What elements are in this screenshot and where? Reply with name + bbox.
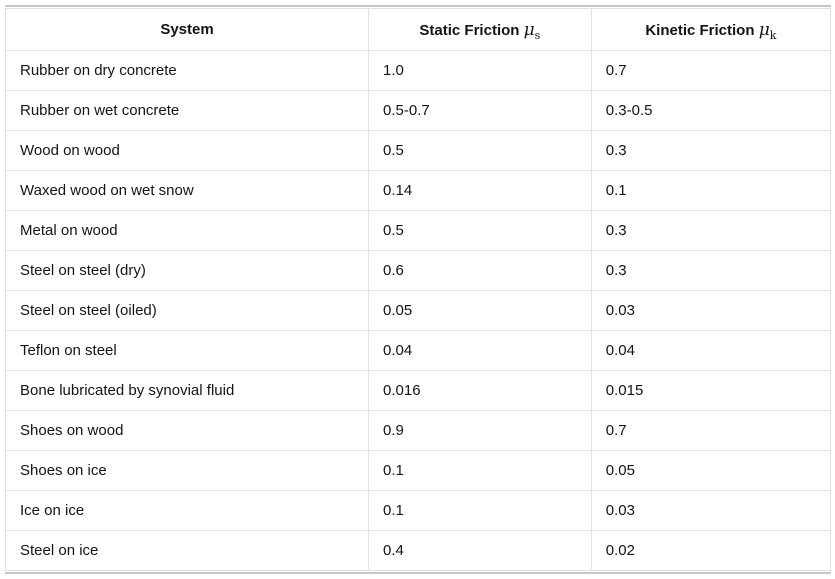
table-row: Waxed wood on wet snow 0.14 0.1: [5, 170, 832, 211]
column-header-system: System: [5, 8, 369, 51]
system-cell: Waxed wood on wet snow: [5, 170, 369, 211]
static-friction-cell: 0.5: [368, 130, 592, 171]
system-cell: Metal on wood: [5, 210, 369, 251]
static-friction-cell: 0.016: [368, 370, 592, 411]
static-friction-cell: 0.14: [368, 170, 592, 211]
kinetic-friction-cell: 0.3-0.5: [590, 90, 832, 131]
static-friction-cell: 0.9: [368, 410, 592, 451]
kinetic-friction-cell: 0.04: [590, 330, 832, 371]
friction-table-container: System Static Friction μs Kinetic Fricti…: [5, 5, 832, 574]
column-header-kinetic-label: Kinetic Friction: [645, 21, 755, 39]
static-friction-cell: 0.1: [368, 490, 592, 531]
mu-symbol: μ: [758, 19, 770, 40]
static-friction-cell: 0.05: [368, 290, 592, 331]
kinetic-friction-cell: 0.1: [590, 170, 832, 211]
system-cell: Shoes on wood: [5, 410, 369, 451]
kinetic-friction-cell: 0.015: [590, 370, 832, 411]
table-row: Rubber on wet concrete 0.5-0.7 0.3-0.5: [5, 90, 832, 131]
system-cell: Rubber on wet concrete: [5, 90, 369, 131]
table-row: Shoes on ice 0.1 0.05: [5, 450, 832, 491]
system-cell: Steel on steel (dry): [5, 250, 369, 291]
table-row: Ice on ice 0.1 0.03: [5, 490, 832, 531]
kinetic-friction-cell: 0.05: [590, 450, 832, 491]
table-row: Steel on steel (oiled) 0.05 0.03: [5, 290, 832, 331]
column-header-system-label: System: [160, 21, 214, 38]
header-row: System Static Friction μs Kinetic Fricti…: [5, 8, 832, 51]
column-header-kinetic-friction: Kinetic Friction μk: [590, 8, 832, 51]
static-friction-cell: 0.4: [368, 530, 592, 571]
mu-symbol: μ: [523, 19, 535, 40]
static-friction-cell: 0.6: [368, 250, 592, 291]
mu-subscript-k: k: [769, 28, 777, 42]
table-row: Rubber on dry concrete 1.0 0.7: [5, 50, 832, 91]
static-friction-cell: 1.0: [368, 50, 592, 91]
table-row: Shoes on wood 0.9 0.7: [5, 410, 832, 451]
system-cell: Teflon on steel: [5, 330, 369, 371]
system-cell: Bone lubricated by synovial fluid: [5, 370, 369, 411]
column-header-static-friction: Static Friction μs: [368, 8, 592, 51]
mu-subscript-s: s: [534, 28, 541, 42]
system-cell: Shoes on ice: [5, 450, 369, 491]
table-row: Metal on wood 0.5 0.3: [5, 210, 832, 251]
static-friction-cell: 0.1: [368, 450, 592, 491]
system-cell: Steel on steel (oiled): [5, 290, 369, 331]
kinetic-friction-cell: 0.7: [590, 50, 832, 91]
system-cell: Ice on ice: [5, 490, 369, 531]
static-friction-cell: 0.04: [368, 330, 592, 371]
static-friction-cell: 0.5-0.7: [368, 90, 592, 131]
kinetic-friction-cell: 0.03: [590, 490, 832, 531]
friction-coefficients-table: System Static Friction μs Kinetic Fricti…: [5, 8, 832, 571]
system-cell: Wood on wood: [5, 130, 369, 171]
kinetic-friction-cell: 0.7: [590, 410, 832, 451]
table-row: Bone lubricated by synovial fluid 0.016 …: [5, 370, 832, 411]
column-header-static-label: Static Friction: [419, 21, 520, 39]
kinetic-friction-cell: 0.03: [590, 290, 832, 331]
system-cell: Steel on ice: [5, 530, 369, 571]
kinetic-friction-cell: 0.3: [590, 130, 832, 171]
table-row: Steel on ice 0.4 0.02: [5, 530, 832, 571]
table-row: Teflon on steel 0.04 0.04: [5, 330, 832, 371]
kinetic-friction-cell: 0.3: [590, 250, 832, 291]
system-cell: Rubber on dry concrete: [5, 50, 369, 91]
table-row: Wood on wood 0.5 0.3: [5, 130, 832, 171]
kinetic-friction-cell: 0.3: [590, 210, 832, 251]
table-row: Steel on steel (dry) 0.6 0.3: [5, 250, 832, 291]
static-friction-cell: 0.5: [368, 210, 592, 251]
kinetic-friction-cell: 0.02: [590, 530, 832, 571]
